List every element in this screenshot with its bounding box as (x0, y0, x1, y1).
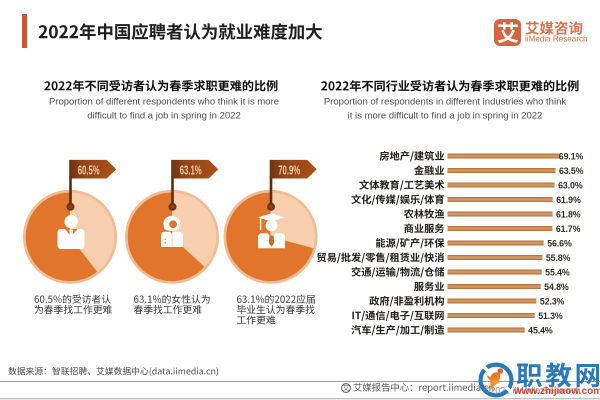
svg-text:www.zhijiaow.com: www.zhijiaow.com (513, 386, 600, 397)
svg-text:61.9%: 61.9% (556, 195, 581, 205)
svg-text:difficult to find a job in spr: difficult to find a job in spring in 202… (87, 110, 241, 121)
svg-text:it is more difficult to find a: it is more difficult to find a job in sp… (348, 110, 543, 121)
svg-text:iiMedia Research: iiMedia Research (525, 34, 588, 43)
svg-text:54.8%: 54.8% (544, 282, 569, 292)
svg-text:63.1%: 63.1% (180, 162, 202, 177)
svg-text:69.1%: 69.1% (559, 151, 584, 161)
svg-text:Proportion of different respon: Proportion of different respondents who … (49, 97, 279, 108)
svg-text:70.9%: 70.9% (278, 162, 300, 177)
svg-text:51.3%: 51.3% (538, 311, 563, 321)
svg-text:61.7%: 61.7% (556, 224, 581, 234)
svg-text:60.5%: 60.5% (78, 162, 100, 177)
svg-text:56.6%: 56.6% (547, 238, 572, 248)
svg-text:61.8%: 61.8% (556, 209, 581, 219)
svg-text:55.8%: 55.8% (546, 253, 571, 263)
svg-text:52.3%: 52.3% (540, 296, 565, 306)
svg-text:63.5%: 63.5% (559, 166, 584, 176)
svg-text:Proportion of respondents in d: Proportion of respondents in different i… (324, 97, 566, 108)
svg-text:63.0%: 63.0% (558, 180, 583, 190)
svg-text:45.4%: 45.4% (528, 325, 553, 335)
svg-text:©2022 iiMedia Research: ©2022 iiMedia Research (484, 386, 581, 396)
svg-text:55.4%: 55.4% (545, 267, 570, 277)
